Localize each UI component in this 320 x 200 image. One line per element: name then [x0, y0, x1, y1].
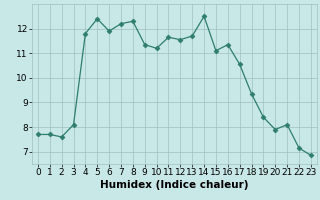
- X-axis label: Humidex (Indice chaleur): Humidex (Indice chaleur): [100, 180, 249, 190]
